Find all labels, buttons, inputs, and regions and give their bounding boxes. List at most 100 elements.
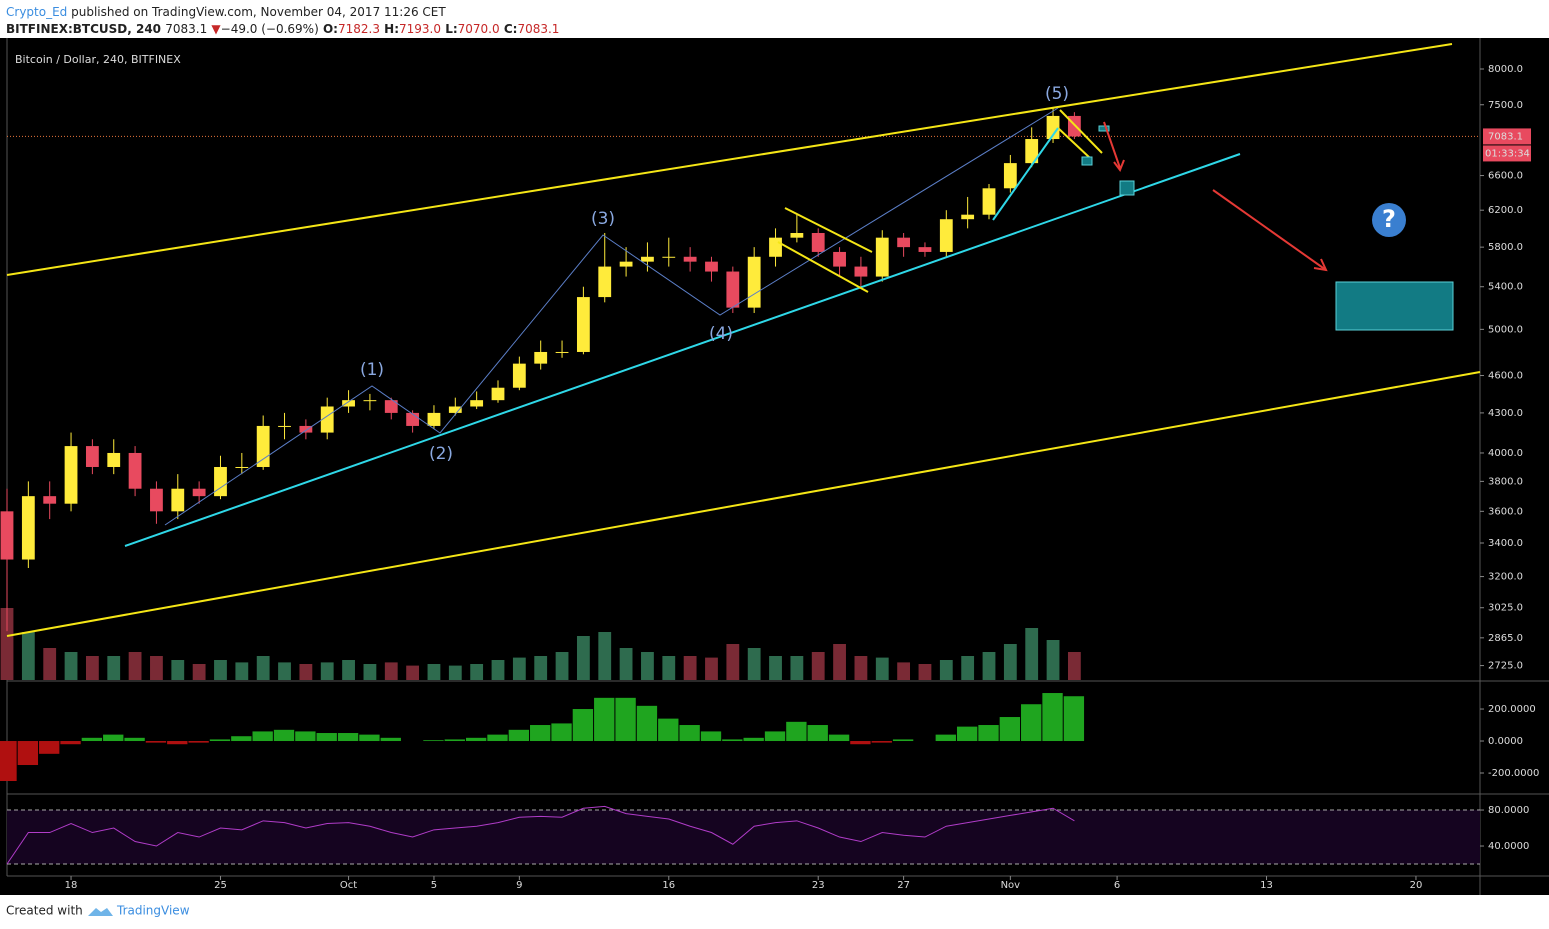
macd-bar	[337, 733, 359, 742]
last-price-label: 7083.1	[1488, 131, 1523, 142]
flag-top	[784, 207, 873, 253]
volume-bar	[85, 656, 99, 680]
macd-bar	[892, 739, 914, 742]
macd-bar	[231, 736, 252, 742]
volume-bar	[235, 662, 249, 680]
candle-body	[0, 511, 14, 560]
y-tick-label: 3600.0	[1488, 506, 1523, 517]
drawings: (1) (2) (3) (4) (5)?	[6, 43, 1481, 637]
y-tick-label: 3400.0	[1488, 538, 1523, 549]
channel-upper	[6, 43, 1453, 276]
candle-body	[214, 466, 227, 497]
macd-bar	[380, 737, 401, 742]
volume-bar	[470, 664, 484, 680]
candle-body	[43, 496, 57, 504]
candle-body	[705, 261, 718, 272]
candle-body	[897, 237, 911, 248]
last-price-box	[1483, 128, 1531, 145]
candle-body	[427, 412, 441, 426]
header-bg	[0, 0, 1549, 38]
volume-bar	[918, 664, 932, 680]
volume-bar	[705, 657, 718, 680]
y-tick-label: 6600.0	[1488, 171, 1523, 182]
footer-created: Created with	[6, 904, 83, 918]
candle-body	[1025, 139, 1039, 164]
macd-bar	[188, 741, 209, 743]
candle-body	[278, 425, 291, 427]
y-tick-label: 4300.0	[1488, 408, 1523, 419]
symbol: BITFINEX:BTCUSD, 240	[6, 22, 161, 36]
volume-bar	[683, 656, 697, 680]
volume-bar	[598, 632, 612, 680]
candle-body	[406, 412, 420, 426]
footer-brand[interactable]: TradingView	[116, 904, 190, 918]
volume-bar	[619, 648, 633, 680]
candle-body	[747, 256, 761, 308]
candle-body	[1046, 115, 1060, 140]
wedge-top	[1059, 109, 1103, 154]
macd-bar	[871, 741, 892, 743]
volume-bar	[491, 660, 505, 680]
candle-body	[790, 232, 804, 238]
footer-bg	[0, 895, 1549, 929]
volume-bar	[342, 660, 355, 680]
volume-bar	[171, 660, 185, 680]
candle-body	[85, 446, 99, 467]
macd-bar	[978, 725, 999, 742]
arrow-head	[1113, 159, 1125, 173]
candle-body	[875, 237, 889, 277]
wave-label: (3)	[591, 209, 615, 229]
volume-bar	[150, 656, 163, 680]
volume-bar	[448, 665, 462, 680]
volume-bar	[641, 652, 654, 680]
candle-body	[619, 261, 633, 267]
x-tick-label: Oct	[340, 880, 357, 891]
macd-bar	[615, 697, 636, 742]
wave-label: (2)	[429, 444, 453, 464]
x-tick-label: 25	[214, 880, 227, 891]
macd-bar	[999, 717, 1021, 742]
author[interactable]: Crypto_Ed	[6, 5, 67, 19]
macd-bar	[167, 741, 188, 745]
volume-bar	[21, 632, 35, 680]
volume-bar	[790, 656, 804, 680]
macd-bar	[60, 741, 81, 745]
x-tick-label: 16	[662, 880, 675, 891]
wave-path	[164, 107, 1059, 526]
candle-body	[192, 488, 206, 497]
macd-bar	[444, 739, 465, 742]
last: 7083.1	[165, 22, 207, 36]
volume-bar	[662, 656, 676, 680]
candle-body	[811, 232, 825, 252]
volume-bar	[1003, 644, 1017, 680]
macd-bar	[508, 729, 530, 742]
candle-body	[769, 237, 782, 257]
volume-bar	[1025, 628, 1039, 680]
volume-bar	[854, 656, 868, 680]
volume-bar	[427, 664, 441, 680]
countdown-box	[1483, 145, 1531, 162]
volume-bar	[299, 664, 313, 680]
header-line: Crypto_Ed published on TradingView.com, …	[6, 5, 446, 19]
x-tick-label: 13	[1260, 880, 1273, 891]
macd-bar	[39, 741, 60, 754]
countdown: 01:33:34	[1485, 148, 1530, 159]
volume-bar	[747, 648, 761, 680]
volume-bar	[1067, 652, 1081, 680]
support-line	[124, 153, 1241, 547]
candle-body	[299, 425, 313, 433]
volume-bar	[811, 652, 825, 680]
y-tick-label: -200.0000	[1488, 768, 1539, 779]
macd-bar	[807, 725, 828, 742]
candle-body	[662, 256, 676, 258]
plot: 8000.0 7500.0 6600.0 6200.0 5800.0 5400.0 5000…	[0, 38, 1549, 895]
leg-line	[992, 127, 1059, 221]
candle-body	[982, 188, 996, 215]
x-tick-label: 20	[1410, 880, 1423, 891]
macd-bar	[743, 737, 764, 742]
candle-body	[512, 363, 526, 388]
flag-bottom	[777, 241, 869, 293]
y-tick-label: 3025.0	[1488, 603, 1523, 614]
candle-body	[470, 400, 484, 407]
